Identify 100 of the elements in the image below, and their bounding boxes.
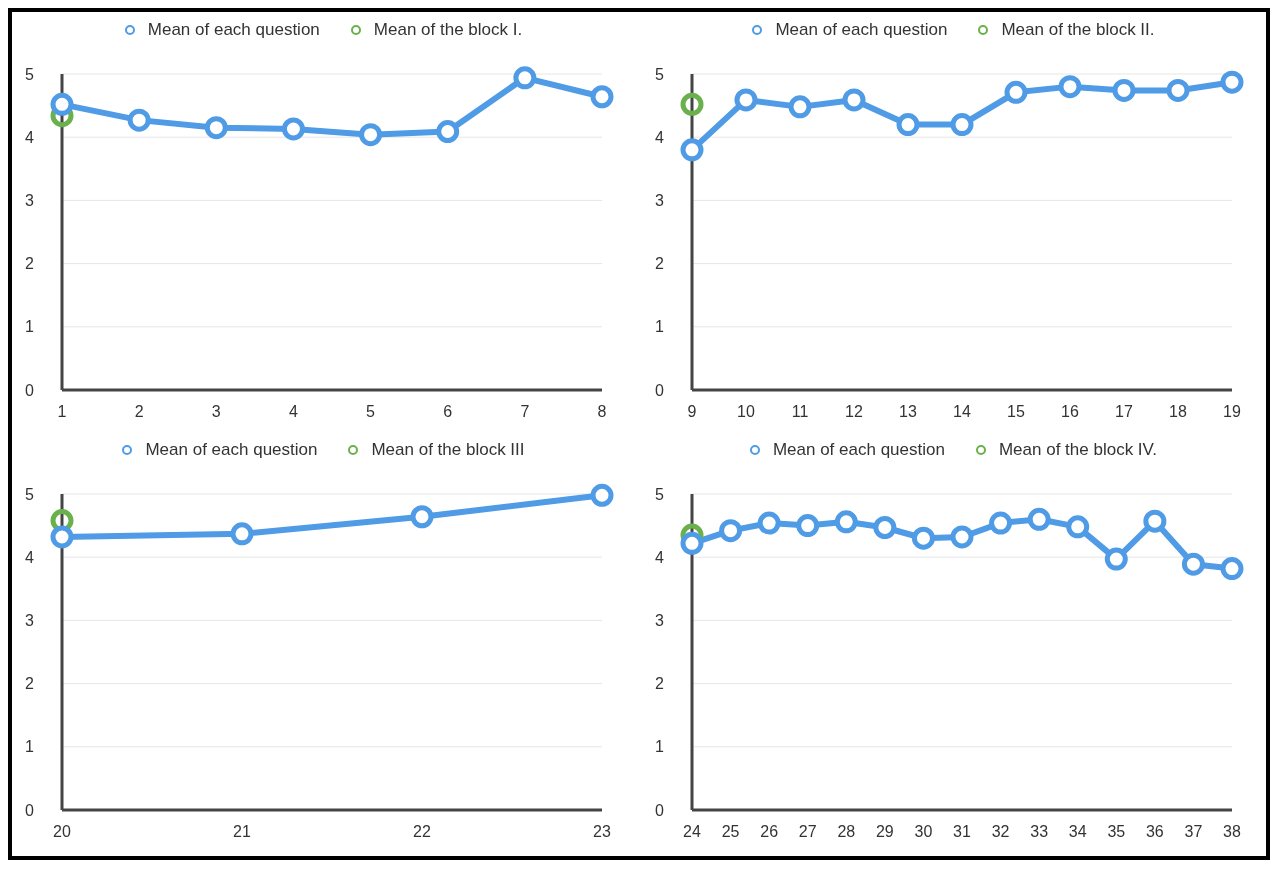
point bbox=[680, 92, 704, 116]
point bbox=[873, 516, 897, 539]
x-tick-label: 10 bbox=[737, 403, 755, 421]
x-tick-label: 24 bbox=[683, 823, 701, 841]
x-tick-label: 34 bbox=[1068, 823, 1087, 841]
point bbox=[1220, 557, 1244, 581]
x-tick-label: 27 bbox=[798, 823, 817, 841]
x-tick-label: 26 bbox=[760, 823, 779, 841]
y-tick-label: 1 bbox=[655, 318, 665, 336]
point bbox=[590, 483, 614, 507]
x-tick-label: 20 bbox=[53, 823, 71, 841]
point bbox=[911, 526, 935, 550]
point bbox=[989, 511, 1013, 535]
y-tick-label: 3 bbox=[655, 192, 665, 210]
y-tick-label: 3 bbox=[25, 612, 35, 630]
x-tick-label: 19 bbox=[1223, 403, 1241, 421]
legend-label: Mean of each question bbox=[147, 20, 320, 40]
legend-label: Mean of the block II. bbox=[1001, 20, 1155, 40]
y-tick-label: 0 bbox=[655, 801, 665, 819]
x-tick-label: 18 bbox=[1169, 403, 1187, 421]
point bbox=[50, 92, 74, 116]
x-tick-label: 33 bbox=[1030, 823, 1049, 841]
point bbox=[1112, 78, 1136, 102]
point bbox=[410, 505, 434, 529]
point bbox=[834, 510, 858, 534]
x-tick-label: 38 bbox=[1223, 823, 1241, 841]
point bbox=[281, 117, 305, 141]
y-tick-label: 2 bbox=[25, 675, 35, 693]
point bbox=[842, 88, 866, 112]
point bbox=[230, 522, 254, 546]
point bbox=[1066, 515, 1090, 539]
x-tick-label: 8 bbox=[597, 403, 607, 421]
x-tick-label: 30 bbox=[914, 823, 933, 841]
x-tick-label: 9 bbox=[687, 403, 697, 421]
x-tick-label: 12 bbox=[845, 403, 863, 421]
x-tick-label: 31 bbox=[953, 823, 971, 841]
x-tick-label: 14 bbox=[953, 403, 971, 421]
x-tick-label: 3 bbox=[211, 403, 221, 421]
point bbox=[127, 108, 151, 132]
y-tick-label: 1 bbox=[25, 738, 35, 756]
point bbox=[204, 116, 228, 140]
x-tick-label: 11 bbox=[791, 403, 809, 421]
x-tick-label: 4 bbox=[288, 403, 298, 421]
y-tick-label: 4 bbox=[25, 548, 35, 566]
x-tick-label: 23 bbox=[593, 823, 611, 841]
y-tick-label: 5 bbox=[25, 485, 35, 503]
legend-label: Mean of the block I. bbox=[373, 20, 523, 40]
x-tick-label: 13 bbox=[899, 403, 917, 421]
x-tick-label: 21 bbox=[233, 823, 251, 841]
y-tick-label: 2 bbox=[655, 675, 665, 693]
point bbox=[1104, 547, 1128, 571]
point bbox=[1058, 75, 1082, 99]
point bbox=[680, 531, 704, 555]
legend-label: Mean of each question bbox=[775, 20, 948, 40]
y-tick-label: 1 bbox=[655, 738, 665, 756]
x-tick-label: 32 bbox=[991, 823, 1010, 841]
x-tick-label: 15 bbox=[1007, 403, 1025, 421]
y-tick-label: 1 bbox=[25, 318, 35, 336]
point bbox=[1143, 509, 1167, 533]
x-tick-label: 1 bbox=[57, 403, 67, 421]
y-tick-label: 0 bbox=[25, 801, 35, 819]
x-tick-label: 37 bbox=[1184, 823, 1203, 841]
x-tick-label: 7 bbox=[520, 403, 530, 421]
legend-label: Mean of each question bbox=[772, 440, 945, 460]
point bbox=[1027, 507, 1051, 531]
x-tick-label: 36 bbox=[1145, 823, 1164, 841]
point bbox=[680, 138, 704, 162]
point bbox=[950, 525, 974, 549]
point bbox=[719, 519, 743, 543]
x-tick-label: 2 bbox=[134, 403, 144, 421]
y-tick-label: 5 bbox=[25, 65, 35, 83]
point bbox=[50, 525, 74, 549]
legend-label: Mean of each question bbox=[145, 440, 318, 460]
x-tick-label: 25 bbox=[721, 823, 740, 841]
point bbox=[359, 123, 383, 147]
y-tick-label: 0 bbox=[25, 381, 35, 399]
y-tick-label: 3 bbox=[25, 192, 35, 210]
legend-label: Mean of the block IV. bbox=[998, 440, 1158, 460]
point bbox=[436, 120, 460, 144]
point bbox=[950, 113, 974, 137]
x-tick-label: 6 bbox=[443, 403, 453, 421]
y-tick-label: 3 bbox=[655, 612, 665, 630]
y-tick-label: 0 bbox=[655, 381, 665, 399]
x-tick-label: 22 bbox=[413, 823, 431, 841]
point bbox=[796, 514, 820, 538]
y-tick-label: 4 bbox=[25, 128, 35, 146]
x-tick-label: 16 bbox=[1061, 403, 1079, 421]
y-tick-label: 5 bbox=[655, 65, 665, 83]
point bbox=[896, 113, 920, 137]
x-tick-label: 29 bbox=[875, 823, 894, 841]
point bbox=[1220, 70, 1244, 94]
y-tick-label: 2 bbox=[655, 255, 665, 273]
point bbox=[757, 511, 781, 535]
point bbox=[1181, 552, 1205, 576]
x-tick-label: 28 bbox=[837, 823, 856, 841]
x-tick-label: 5 bbox=[366, 403, 376, 421]
legend-label: Mean of the block III bbox=[371, 440, 525, 460]
point bbox=[788, 95, 812, 119]
y-tick-label: 2 bbox=[25, 255, 35, 273]
point bbox=[734, 88, 758, 112]
